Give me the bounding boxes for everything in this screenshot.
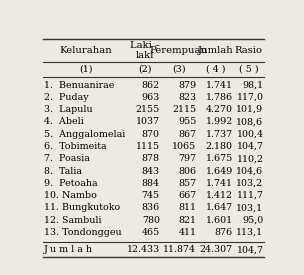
Text: 12.433: 12.433 [126, 245, 160, 254]
Text: Kelurahan: Kelurahan [59, 46, 112, 55]
Text: J u m l a h: J u m l a h [44, 245, 93, 254]
Text: 2115: 2115 [172, 105, 196, 114]
Text: 2155: 2155 [136, 105, 160, 114]
Text: 1.737: 1.737 [206, 130, 233, 139]
Text: 101,9: 101,9 [236, 105, 264, 114]
Text: 843: 843 [142, 166, 160, 175]
Text: 862: 862 [142, 81, 160, 90]
Text: 878: 878 [142, 154, 160, 163]
Text: 103,2: 103,2 [236, 179, 264, 188]
Text: 13. Tondonggeu: 13. Tondonggeu [44, 228, 122, 237]
Text: 3.  Lapulu: 3. Lapulu [44, 105, 92, 114]
Text: 876: 876 [215, 228, 233, 237]
Text: 1.992: 1.992 [206, 117, 233, 126]
Text: 104,7: 104,7 [237, 142, 264, 151]
Text: 823: 823 [178, 93, 196, 102]
Text: ( 4 ): ( 4 ) [206, 65, 225, 74]
Text: 1.  Benuanirae: 1. Benuanirae [44, 81, 114, 90]
Text: 963: 963 [141, 93, 160, 102]
Text: 857: 857 [178, 179, 196, 188]
Text: 110,2: 110,2 [237, 154, 264, 163]
Text: 465: 465 [142, 228, 160, 237]
Text: 1.786: 1.786 [206, 93, 233, 102]
Text: 884: 884 [142, 179, 160, 188]
Text: 867: 867 [178, 130, 196, 139]
Text: 10. Nambo: 10. Nambo [44, 191, 97, 200]
Text: 797: 797 [178, 154, 196, 163]
Text: 955: 955 [178, 117, 196, 126]
Text: Perempuan: Perempuan [150, 46, 208, 55]
Text: 879: 879 [178, 81, 196, 90]
Text: 95,0: 95,0 [242, 216, 264, 225]
Text: 5.  Anggalomelai: 5. Anggalomelai [44, 130, 125, 139]
Text: 836: 836 [142, 203, 160, 212]
Text: 8.  Talia: 8. Talia [44, 166, 82, 175]
Text: 780: 780 [142, 216, 160, 225]
Text: 1.647: 1.647 [206, 203, 233, 212]
Text: (3): (3) [172, 65, 185, 74]
Text: 1037: 1037 [136, 117, 160, 126]
Text: 117,0: 117,0 [237, 93, 264, 102]
Text: 6.  Tobimeita: 6. Tobimeita [44, 142, 106, 151]
Text: 1115: 1115 [136, 142, 160, 151]
Text: 806: 806 [178, 166, 196, 175]
Text: 821: 821 [178, 216, 196, 225]
Text: 9.  Petoaha: 9. Petoaha [44, 179, 98, 188]
Text: 12. Sambuli: 12. Sambuli [44, 216, 102, 225]
Text: 411: 411 [178, 228, 196, 237]
Text: Laki –
laki: Laki – laki [130, 41, 160, 60]
Text: ( 5 ): ( 5 ) [239, 65, 259, 74]
Text: 1.649: 1.649 [206, 166, 233, 175]
Text: 1.741: 1.741 [206, 81, 233, 90]
Text: 4.  Abeli: 4. Abeli [44, 117, 84, 126]
Text: 103,1: 103,1 [236, 203, 264, 212]
Text: 11. Bungkutoko: 11. Bungkutoko [44, 203, 120, 212]
Text: 100,4: 100,4 [237, 130, 264, 139]
Text: 745: 745 [142, 191, 160, 200]
Text: 1065: 1065 [172, 142, 196, 151]
Text: 811: 811 [178, 203, 196, 212]
Text: 11.874: 11.874 [163, 245, 196, 254]
Text: 98,1: 98,1 [242, 81, 264, 90]
Text: 104,6: 104,6 [236, 166, 264, 175]
Text: 4.270: 4.270 [206, 105, 233, 114]
Text: (2): (2) [138, 65, 151, 74]
Text: 1.601: 1.601 [206, 216, 233, 225]
Text: 113,1: 113,1 [236, 228, 264, 237]
Text: 104,7: 104,7 [237, 245, 264, 254]
Text: 108,6: 108,6 [236, 117, 264, 126]
Text: 2.180: 2.180 [206, 142, 233, 151]
Text: 1.675: 1.675 [206, 154, 233, 163]
Text: 1.412: 1.412 [206, 191, 233, 200]
Text: 1.741: 1.741 [206, 179, 233, 188]
Text: 870: 870 [142, 130, 160, 139]
Text: 2.  Puday: 2. Puday [44, 93, 88, 102]
Text: (1): (1) [79, 65, 92, 74]
Text: Jumlah: Jumlah [197, 46, 233, 55]
Text: 24.307: 24.307 [200, 245, 233, 254]
Text: 667: 667 [178, 191, 196, 200]
Text: 111,7: 111,7 [237, 191, 264, 200]
Text: 7.  Poasia: 7. Poasia [44, 154, 90, 163]
Text: Rasio: Rasio [235, 46, 263, 55]
